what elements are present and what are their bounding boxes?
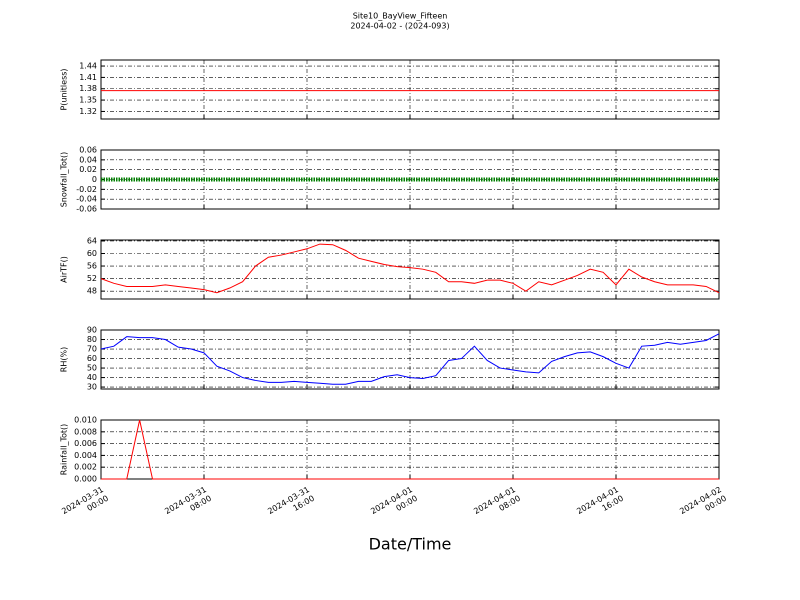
y-axis-label: Snowfall_Tot() [60, 152, 69, 208]
y-tick-label: -0.04 [76, 195, 97, 204]
y-axis-label: AirTF() [60, 256, 69, 283]
y-tick-label: 1.32 [79, 107, 97, 116]
y-axis-label: P(unitless) [60, 68, 69, 110]
y-tick-label: 50 [87, 364, 97, 373]
y-tick-label: 70 [87, 345, 97, 354]
chart-subtitle: 2024-04-02 - (2024-093) [350, 22, 449, 31]
chart-title: Site10_BayView_Fifteen [353, 12, 448, 21]
y-tick-label: 0.010 [74, 416, 97, 425]
data-line [101, 419, 719, 480]
y-tick-label: 80 [87, 335, 97, 344]
y-tick-label: 48 [87, 287, 97, 296]
y-tick-label: 1.44 [79, 62, 97, 71]
data-line [100, 333, 720, 385]
y-axis-label: Rainfall_Tot() [60, 424, 69, 476]
y-tick-label: 0.006 [74, 439, 97, 448]
y-tick-label: 0 [92, 175, 97, 184]
y-tick-label: 0.02 [79, 165, 97, 174]
y-tick-label: 30 [87, 383, 97, 392]
y-tick-label: 0.002 [74, 463, 97, 472]
y-axis-label: RH(%) [60, 347, 69, 372]
x-axis-label: Date/Time [369, 535, 452, 554]
y-tick-label: -0.06 [76, 205, 97, 214]
y-tick-label: 60 [87, 354, 97, 363]
y-tick-label: 0.004 [74, 451, 97, 460]
y-tick-label: 52 [87, 274, 97, 283]
y-tick-label: 40 [87, 373, 97, 382]
y-tick-label: 60 [87, 249, 97, 258]
y-tick-label: 0.008 [74, 427, 97, 436]
y-tick-label: 0.000 [74, 475, 97, 484]
y-tick-label: 1.35 [79, 96, 97, 105]
y-tick-label: -0.02 [76, 185, 97, 194]
data-line [100, 243, 720, 294]
y-tick-label: 90 [87, 326, 97, 335]
y-tick-label: 1.38 [79, 84, 97, 93]
y-tick-label: 0.06 [79, 146, 97, 155]
y-tick-label: 0.04 [79, 155, 97, 164]
y-tick-label: 56 [87, 262, 97, 271]
y-tick-label: 64 [87, 236, 97, 245]
y-tick-label: 1.41 [79, 73, 97, 82]
